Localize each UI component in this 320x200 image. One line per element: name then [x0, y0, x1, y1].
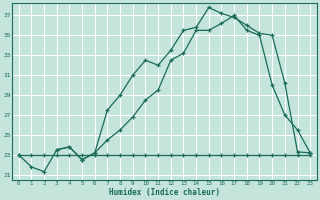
- X-axis label: Humidex (Indice chaleur): Humidex (Indice chaleur): [109, 188, 220, 197]
